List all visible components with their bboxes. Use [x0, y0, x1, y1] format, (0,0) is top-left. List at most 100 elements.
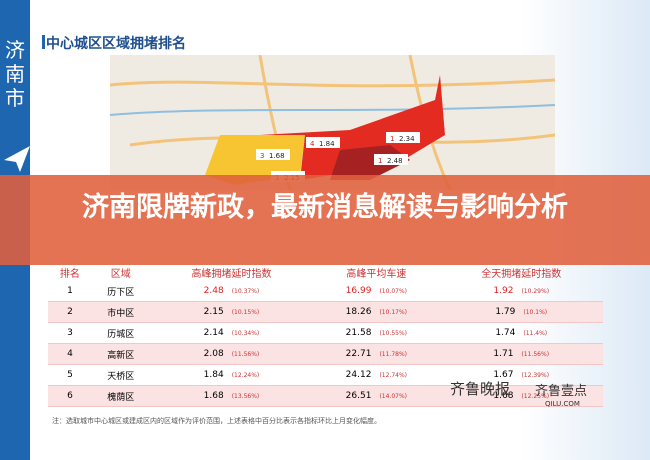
metric-cell: 1.68 (12.25%) [439, 385, 603, 407]
metric-value: 1.74 [495, 328, 516, 338]
banner [0, 175, 650, 265]
rank-cell: 3 [48, 322, 92, 344]
column-header: 全天拥堵延时指数 [481, 269, 562, 280]
column-header: 高峰平均车速 [346, 269, 407, 280]
table-row: 2 市中区 2.15 (10.15%) 18.26 (10.17%) 1.79 (10.1%) [48, 301, 603, 323]
metric-change: (10.37%) [231, 288, 260, 295]
metric-value: 1.79 [495, 307, 516, 317]
metric-change: (12.25%) [521, 393, 550, 400]
metric-change: (10.55%) [379, 330, 407, 337]
map-label-box [374, 154, 408, 165]
map-label-value: 1.84 [319, 140, 335, 148]
metric-value: 1.92 [493, 286, 514, 296]
rank-cell: 2 [48, 301, 92, 323]
metric-value: 2.14 [203, 328, 224, 338]
rank-cell: 6 [48, 385, 92, 407]
metric-cell: 18.26 (10.17%) [313, 301, 440, 323]
metric-change: (12.24%) [231, 372, 260, 379]
metric-cell: 24.12 (12.74%) [313, 364, 440, 386]
map-label-rank: 1 [390, 135, 394, 143]
metric-value: 26.51 [345, 391, 372, 401]
metric-change: (12.74%) [379, 372, 407, 379]
table-note: 注：选取城市中心城区或建成区内的区域作为评价范围，上述表格中百分比表示各指标环比… [52, 417, 381, 425]
table-row: 4 高新区 2.08 (11.56%) 22.71 (11.78%) 1.71 (11.56%… [48, 343, 603, 365]
map-label-value: 1.68 [269, 152, 285, 160]
district-cell: 高新区 [91, 343, 150, 365]
metric-value: 1.68 [493, 391, 514, 401]
map-label-rank: 1 [378, 157, 382, 165]
header-title: 中心城区区域拥堵排名 [46, 36, 186, 52]
metric-change: (11.56%) [521, 351, 550, 358]
metric-cell: 1.74 (11.4%) [439, 322, 603, 344]
column-header: 高峰拥堵延时指数 [191, 269, 272, 280]
metric-value: 24.12 [345, 370, 372, 380]
metric-cell: 1.67 (12.39%) [439, 364, 603, 386]
column-header: 区域 [110, 269, 131, 280]
map-label-value: 2.34 [399, 135, 415, 143]
metric-value: 16.99 [345, 286, 372, 296]
district-cell: 槐荫区 [91, 385, 150, 407]
header-bar [42, 35, 45, 49]
table-row: 6 槐荫区 1.68 (13.56%) 26.51 (14.07%) 1.68 (12.25%… [48, 385, 603, 407]
district-cell: 历城区 [91, 322, 150, 344]
rank-cell: 5 [48, 364, 92, 386]
metric-change: (11.78%) [379, 351, 407, 358]
metric-change: (10.1%) [523, 309, 548, 316]
metric-cell: 1.79 (10.1%) [439, 301, 603, 323]
metric-value: 22.71 [345, 349, 372, 359]
metric-value: 2.15 [203, 307, 224, 317]
table-row: 3 历城区 2.14 (10.34%) 21.58 (10.55%) 1.74 (11.4%) [48, 322, 603, 344]
map-label-rank: 4 [310, 140, 315, 148]
metric-value: 2.08 [203, 349, 224, 359]
metric-cell: 2.14 (10.34%) [149, 322, 314, 344]
metric-change: (12.39%) [521, 372, 550, 379]
metric-cell: 1.92 (10.29%) [439, 281, 603, 302]
metric-change: (13.56%) [231, 393, 260, 400]
metric-value: 1.67 [493, 370, 514, 380]
metric-value: 1.68 [203, 391, 224, 401]
metric-cell: 21.58 (10.55%) [313, 322, 440, 344]
metric-change: (14.07%) [379, 393, 407, 400]
rank-cell: 4 [48, 343, 92, 365]
metric-cell: 2.08 (11.56%) [149, 343, 314, 365]
metric-change: (10.17%) [379, 309, 407, 316]
district-cell: 天桥区 [91, 364, 150, 386]
metric-cell: 2.15 (10.15%) [149, 301, 314, 323]
map-label-box [386, 132, 420, 143]
metric-cell: 2.48 (10.37%) [149, 281, 314, 302]
district-cell: 市中区 [91, 301, 150, 323]
map-label-rank: 3 [260, 152, 264, 160]
metric-value: 18.26 [345, 307, 372, 317]
banner-title: 济南限牌新政，最新消息解读与影响分析 [82, 192, 568, 223]
map-label-box [306, 137, 340, 148]
district-cell: 历下区 [91, 281, 150, 302]
table-row: 5 天桥区 1.84 (12.24%) 24.12 (12.74%) 1.67 (12.39%… [48, 364, 603, 386]
metric-change: (11.4%) [523, 330, 548, 337]
watermark-app: 齐鲁壹点 [535, 384, 588, 399]
map-label-value: 2.48 [387, 157, 403, 165]
city-label: 济南市 [5, 38, 25, 110]
metric-value: 1.71 [493, 349, 514, 359]
metric-cell: 16.99 (10.07%) [313, 281, 440, 302]
table-row: 1 历下区 2.48 (10.37%) 16.99 (10.07%) 1.92 (10.29%… [48, 281, 603, 302]
column-header: 排名 [59, 269, 80, 280]
watermark-site: QILU.COM [545, 400, 580, 408]
metric-cell: 1.71 (11.56%) [439, 343, 603, 365]
metric-value: 21.58 [345, 328, 372, 338]
plane-icon [4, 146, 30, 172]
metric-value: 2.48 [203, 286, 224, 296]
metric-cell: 22.71 (11.78%) [313, 343, 440, 365]
metric-change: (10.34%) [231, 330, 260, 337]
metric-change: (10.29%) [521, 288, 550, 295]
metric-value: 1.84 [203, 370, 224, 380]
metric-change: (10.15%) [231, 309, 260, 316]
map-label-box [256, 149, 290, 160]
metric-cell: 1.84 (12.24%) [149, 364, 314, 386]
metric-change: (10.07%) [379, 288, 407, 295]
metric-cell: 1.68 (13.56%) [149, 385, 314, 407]
watermark-paper: 齐鲁晚报 [450, 380, 511, 398]
rank-cell: 1 [48, 281, 92, 302]
ranking-table: 排名 区域 高峰拥堵延时指数 高峰平均车速 全天拥堵延时指数 1 历下区 2.48 (10.37… [48, 264, 603, 407]
metric-cell: 26.51 (14.07%) [313, 385, 440, 407]
